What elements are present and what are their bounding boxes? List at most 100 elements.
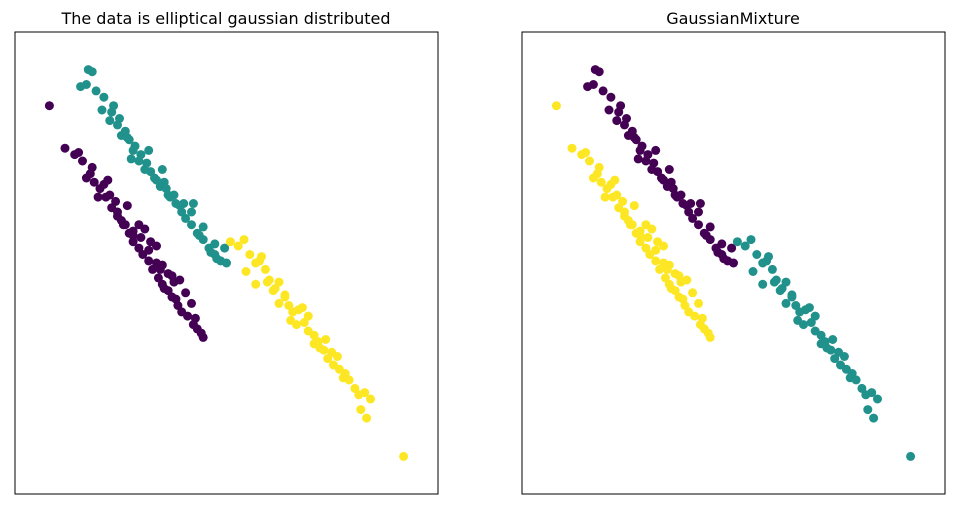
scatter-point-series-2 [280, 290, 290, 300]
scatter-point-series-2 [239, 235, 249, 245]
scatter-point-series-2 [233, 241, 243, 251]
scatter-point-series-2 [366, 394, 375, 404]
scatter-point-series-2 [274, 298, 284, 308]
scatter-point-series-1 [787, 290, 797, 300]
scatter-point-series-0 [44, 101, 54, 111]
scatter-point-series-1 [169, 190, 179, 200]
scatter-point-series-2 [585, 156, 594, 166]
scatter-point-series-2 [581, 148, 591, 157]
scatter-point-series-2 [596, 177, 606, 187]
scatter-point-series-2 [268, 286, 278, 296]
scatter-point-series-0 [727, 243, 737, 253]
scatter-point-series-0 [103, 175, 113, 185]
scatter-point-series-0 [74, 148, 84, 157]
scatter-point-series-0 [171, 294, 181, 304]
scatter-point-series-0 [694, 220, 703, 230]
scatter-point-series-1 [210, 239, 220, 249]
scatter-point-series-2 [635, 237, 645, 247]
scatter-point-series-2 [651, 245, 661, 255]
scatter-point-series-1 [105, 116, 115, 126]
scatter-point-series-0 [588, 80, 598, 89]
scatter-point-series-0 [635, 145, 645, 155]
scatter-point-series-2 [567, 143, 577, 153]
scatter-point-series-2 [327, 347, 337, 357]
scatter-point-series-0 [190, 313, 200, 323]
scatter-point-series-2 [610, 175, 620, 185]
scatter-point-series-0 [664, 165, 674, 174]
scatter-point-series-1 [109, 101, 119, 111]
scatter-point-series-0 [159, 284, 169, 293]
scatter-point-series-0 [60, 143, 70, 153]
scatter-point-series-1 [804, 303, 814, 313]
scatter-point-series-1 [752, 250, 762, 259]
scatter-point-series-2 [551, 101, 561, 111]
scatter-point-series-2 [627, 220, 637, 230]
scatter-point-series-1 [128, 145, 138, 155]
scatter-point-series-0 [594, 67, 604, 77]
scatter-point-series-0 [695, 199, 705, 208]
scatter-point-series-2 [618, 196, 628, 206]
scatter-point-series-0 [713, 247, 723, 257]
scatter-point-series-2 [257, 252, 266, 262]
scatter-point-series-0 [78, 156, 87, 166]
scatter-point-series-0 [694, 207, 703, 217]
scatter-point-series-2 [641, 220, 651, 230]
scatter-point-series-1 [198, 222, 208, 232]
scatter-point-series-2 [588, 173, 598, 183]
scatter-point-series-1 [781, 277, 791, 287]
scatter-point-series-1 [873, 394, 882, 404]
scatter-point-series-1 [869, 413, 879, 423]
right-plot-title: GaussianMixture [666, 9, 800, 28]
scatter-point-series-2 [651, 256, 661, 266]
scatter-point-series-0 [641, 156, 651, 166]
scatter-point-series-0 [122, 201, 132, 211]
scatter-point-series-2 [241, 267, 251, 276]
scatter-point-series-0 [659, 175, 668, 185]
scatter-point-series-1 [188, 199, 198, 208]
scatter-point-series-2 [321, 335, 331, 344]
scatter-point-series-1 [194, 230, 204, 240]
scatter-point-series-2 [260, 264, 270, 274]
scatter-point-series-1 [97, 105, 107, 115]
scatter-point-series-2 [340, 369, 350, 378]
scatter-point-series-0 [89, 177, 99, 187]
scatter-point-series-2 [303, 311, 313, 321]
scatter-point-series-1 [764, 252, 773, 262]
scatter-point-series-1 [144, 145, 154, 155]
scatter-point-series-1 [828, 335, 838, 344]
scatter-point-series-0 [128, 226, 138, 236]
scatter-point-series-1 [206, 247, 216, 257]
scatter-point-series-1 [159, 177, 169, 187]
scatter-point-series-0 [666, 177, 676, 187]
scatter-point-series-1 [122, 133, 132, 143]
scatter-point-series-0 [87, 162, 97, 172]
scatter-point-series-0 [616, 101, 626, 111]
scatter-point-series-2 [620, 207, 629, 217]
scatter-point-series-2 [703, 328, 713, 338]
scatter-point-series-1 [126, 154, 136, 164]
scatter-point-series-2 [274, 277, 284, 287]
scatter-point-series-2 [653, 237, 663, 247]
scatter-point-series-1 [863, 405, 873, 415]
scatter-point-series-1 [140, 165, 150, 174]
scatter-point-series-2 [225, 237, 235, 247]
scatter-point-series-1 [861, 390, 871, 400]
scatter-point-series-1 [847, 369, 857, 378]
scatter-point-series-1 [732, 237, 742, 247]
scatter-point-series-0 [598, 86, 608, 96]
scatter-point-series-1 [134, 156, 144, 166]
scatter-point-series-2 [594, 162, 604, 172]
scatter-point-series-0 [604, 105, 614, 115]
scatter-point-series-0 [686, 199, 696, 208]
scatter-point-series-2 [297, 303, 307, 313]
scatter-point-series-2 [354, 390, 364, 400]
left-plot-title: The data is elliptical gaussian distribu… [60, 9, 390, 28]
scatter-point-series-0 [651, 145, 661, 155]
scatter-point-series-0 [647, 165, 657, 174]
left-plot-points [44, 65, 409, 461]
scatter-point-series-1 [799, 320, 808, 330]
scatter-point-series-1 [152, 175, 161, 185]
scatter-point-series-1 [822, 343, 832, 353]
scatter-point-series-2 [694, 298, 703, 308]
